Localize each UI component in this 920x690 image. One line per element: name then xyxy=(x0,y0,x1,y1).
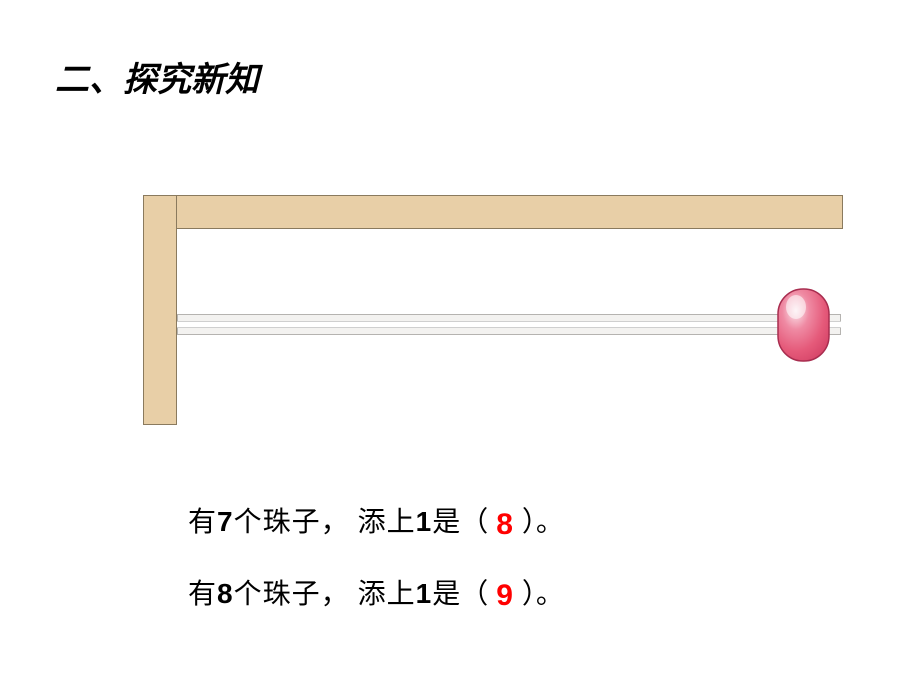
statement-count: 7 xyxy=(217,506,234,537)
statement-text: 添上 xyxy=(358,579,416,610)
statement-text: 是（ xyxy=(432,579,488,610)
statement-gap xyxy=(350,507,358,538)
answer-value: 9 xyxy=(496,579,514,613)
statement-add: 1 xyxy=(416,506,433,537)
statement-text: 个珠子， xyxy=(234,507,350,538)
statement-text: 有 xyxy=(188,507,217,538)
statement-gap xyxy=(350,579,358,610)
statement-text: 是（ xyxy=(432,507,488,538)
statement-count: 8 xyxy=(217,578,234,609)
section-title: 二、探究新知 xyxy=(55,52,259,101)
statement-row: 有8个珠子， 添上1是（ 9 ）。 xyxy=(188,572,564,614)
abacus-bead xyxy=(776,287,831,363)
statement-text: 添上 xyxy=(358,507,416,538)
statement-text: ）。 xyxy=(522,579,564,610)
statement-text: 个珠子， xyxy=(234,579,350,610)
statement-text: ）。 xyxy=(522,507,564,538)
abacus-bar xyxy=(177,321,841,328)
statement-add: 1 xyxy=(416,578,433,609)
statement-text: 有 xyxy=(188,579,217,610)
answer-value: 8 xyxy=(496,508,514,542)
abacus-frame-top xyxy=(143,195,843,229)
statements-block: 有7个珠子， 添上1是（ 8 ）。 有8个珠子， 添上1是（ 9 ）。 xyxy=(188,500,564,643)
abacus-diagram xyxy=(143,195,843,425)
statement-row: 有7个珠子， 添上1是（ 8 ）。 xyxy=(188,500,564,542)
abacus-frame-left xyxy=(143,195,177,425)
